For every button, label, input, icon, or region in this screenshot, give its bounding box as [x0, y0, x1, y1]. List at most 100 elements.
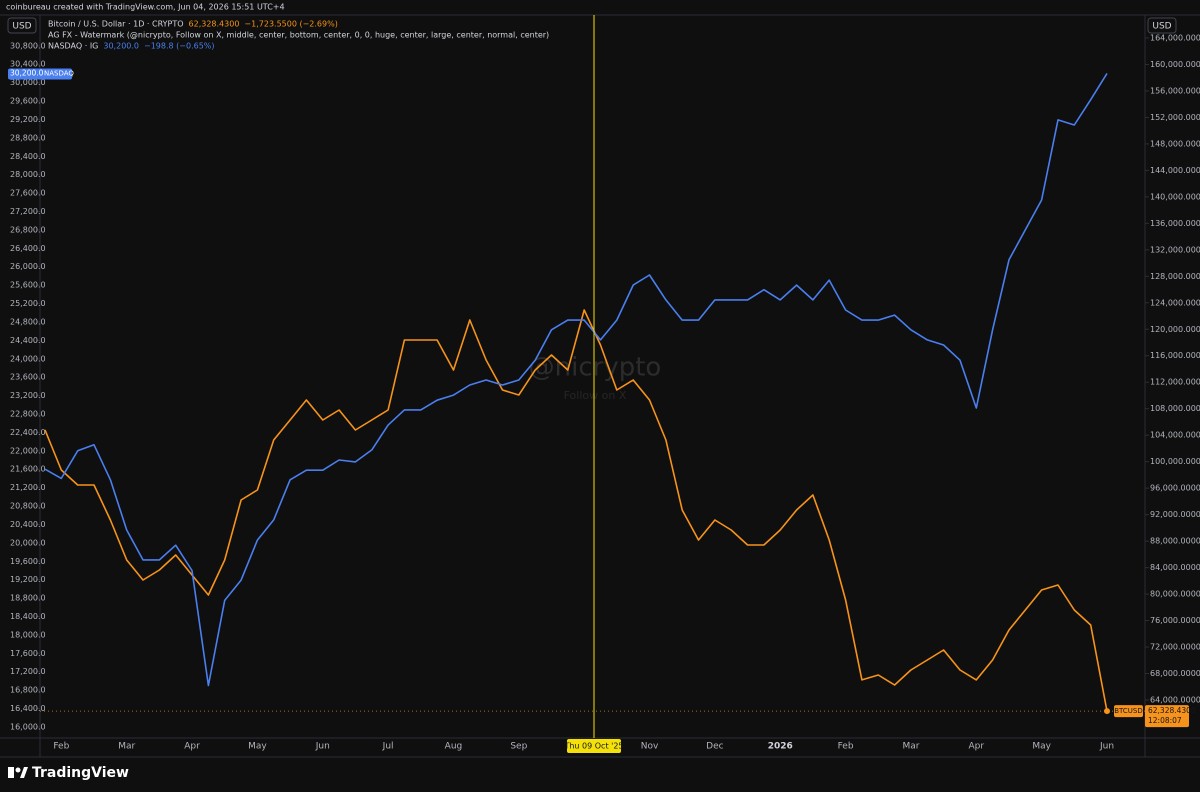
- price-tag: 30,200.0: [10, 68, 44, 77]
- currency-label[interactable]: USD: [1152, 22, 1171, 32]
- price-tag: 62,328.4300: [1148, 706, 1196, 715]
- y-tick-label: 23,600.0: [10, 373, 46, 382]
- x-tick-label: Jun: [315, 742, 330, 752]
- x-tick-label: Sep: [510, 742, 527, 752]
- last-point: [1104, 708, 1110, 715]
- y-tick-label: 30,400.0: [10, 60, 46, 69]
- y2-tick-label: 64,000.0000: [1150, 695, 1200, 704]
- y-tick-label: 20,800.0: [10, 502, 46, 511]
- y2-tick-label: 132,000.0000: [1150, 245, 1200, 254]
- y-tick-label: 22,800.0: [10, 410, 46, 419]
- y2-tick-label: 108,000.0000: [1150, 404, 1200, 413]
- y2-tick-label: 152,000.0000: [1150, 113, 1200, 122]
- legend-text: NASDAQ · IG: [48, 42, 98, 51]
- header-text: coinbureau created with TradingView.com,…: [6, 3, 285, 12]
- y-tick-label: 24,000.0: [10, 354, 46, 363]
- y-tick-label: 28,400.0: [10, 152, 46, 161]
- y2-tick-label: 124,000.0000: [1150, 298, 1200, 307]
- countdown: 12:08:07: [1148, 716, 1182, 725]
- y2-tick-label: 144,000.0000: [1150, 166, 1200, 175]
- y-tick-label: 18,000.0: [10, 630, 46, 639]
- logo: [15, 767, 21, 773]
- y-tick-label: 20,000.0: [10, 538, 46, 547]
- logo: [20, 767, 28, 778]
- x-tick-label: Mar: [118, 742, 135, 752]
- legend-text: −198.8 (−0.65%): [144, 42, 215, 51]
- y-tick-label: 16,800.0: [10, 686, 46, 695]
- series-tag: BTCUSD: [1114, 707, 1143, 715]
- footer: TradingView: [8, 765, 129, 781]
- price-tag-box: [1145, 705, 1189, 728]
- legend-text: AG FX - Watermark (@nicrypto, Follow on …: [48, 31, 549, 40]
- y2-tick-label: 112,000.0000: [1150, 378, 1200, 387]
- x-tick-label: Feb: [53, 742, 69, 752]
- logo: [8, 767, 14, 778]
- x-tick-label: May: [1032, 742, 1051, 752]
- y2-tick-label: 80,000.0000: [1150, 590, 1200, 599]
- y2-tick-label: 88,000.0000: [1150, 537, 1200, 546]
- y2-tick-label: 68,000.0000: [1150, 669, 1200, 678]
- y-tick-label: 24,400.0: [10, 336, 46, 345]
- y-tick-label: 19,600.0: [10, 557, 46, 566]
- x-tick-label: 2026: [768, 742, 793, 752]
- y-tick-label: 28,800.0: [10, 133, 46, 142]
- y-tick-label: 23,200.0: [10, 391, 46, 400]
- y2-tick-label: 100,000.0000: [1150, 457, 1200, 466]
- y2-tick-label: 116,000.0000: [1150, 351, 1200, 360]
- y2-tick-label: 76,000.0000: [1150, 616, 1200, 625]
- y-tick-label: 27,200.0: [10, 207, 46, 216]
- y2-tick-label: 128,000.0000: [1150, 272, 1200, 281]
- y-tick-label: 24,800.0: [10, 317, 46, 326]
- y-tick-label: 17,200.0: [10, 667, 46, 676]
- series-tag: NASDAQ: [44, 69, 74, 77]
- y2-tick-label: 104,000.0000: [1150, 431, 1200, 440]
- y-tick-label: 16,400.0: [10, 704, 46, 713]
- y-tick-label: 18,800.0: [10, 594, 46, 603]
- x-tick-label: Apr: [184, 742, 200, 752]
- y2-tick-label: 136,000.0000: [1150, 219, 1200, 228]
- x-tick-label: Aug: [445, 742, 463, 752]
- x-tick-label: Dec: [706, 742, 723, 752]
- y2-tick-label: 96,000.0000: [1150, 484, 1200, 493]
- y-tick-label: 26,400.0: [10, 244, 46, 253]
- watermark-sub: Follow on X: [564, 389, 627, 402]
- y-tick-label: 30,000.0: [10, 78, 46, 87]
- crosshair-tag: [567, 739, 621, 753]
- y2-tick-label: 156,000.0000: [1150, 86, 1200, 95]
- y-tick-label: 16,000.0: [10, 722, 46, 731]
- brand[interactable]: TradingView: [32, 765, 129, 781]
- y2-tick-label: 92,000.0000: [1150, 510, 1200, 519]
- currency-box[interactable]: [1147, 17, 1177, 34]
- y-tick-label: 21,600.0: [10, 465, 46, 474]
- currency-label[interactable]: USD: [12, 22, 31, 32]
- y2-tick-label: 120,000.0000: [1150, 325, 1200, 334]
- x-tick-label: Feb: [838, 742, 854, 752]
- y-tick-label: 26,800.0: [10, 225, 46, 234]
- legend-text: Bitcoin / U.S. Dollar · 1D · CRYPTO: [48, 20, 184, 29]
- y-tick-label: 18,400.0: [10, 612, 46, 621]
- y-tick-label: 26,000.0: [10, 262, 46, 271]
- x-tick-label: Jun: [1099, 742, 1114, 752]
- x-tick-label: Apr: [969, 742, 985, 752]
- x-tick-label: May: [248, 742, 267, 752]
- y-tick-label: 17,600.0: [10, 649, 46, 658]
- price-tag-box: [8, 68, 72, 80]
- y2-tick-label: 164,000.0000: [1150, 33, 1200, 42]
- legend-text: −1,723.5500 (−2.69%): [244, 20, 337, 29]
- x-tick-label: Nov: [641, 742, 659, 752]
- y-tick-label: 19,200.0: [10, 575, 46, 584]
- series-tag-box: [1114, 705, 1143, 718]
- currency-box[interactable]: [7, 17, 37, 34]
- y-tick-label: 29,600.0: [10, 97, 46, 106]
- x-tick-label: Jul: [382, 742, 394, 752]
- y2-tick-label: 72,000.0000: [1150, 643, 1200, 652]
- series-line: [44, 72, 1108, 687]
- y-tick-label: 29,200.0: [10, 115, 46, 124]
- y-tick-label: 27,600.0: [10, 189, 46, 198]
- watermark: @nicrypto: [529, 353, 662, 383]
- y-tick-label: 30,800.0: [10, 41, 46, 50]
- crosshair-label: Thu 09 Oct '25: [563, 742, 623, 751]
